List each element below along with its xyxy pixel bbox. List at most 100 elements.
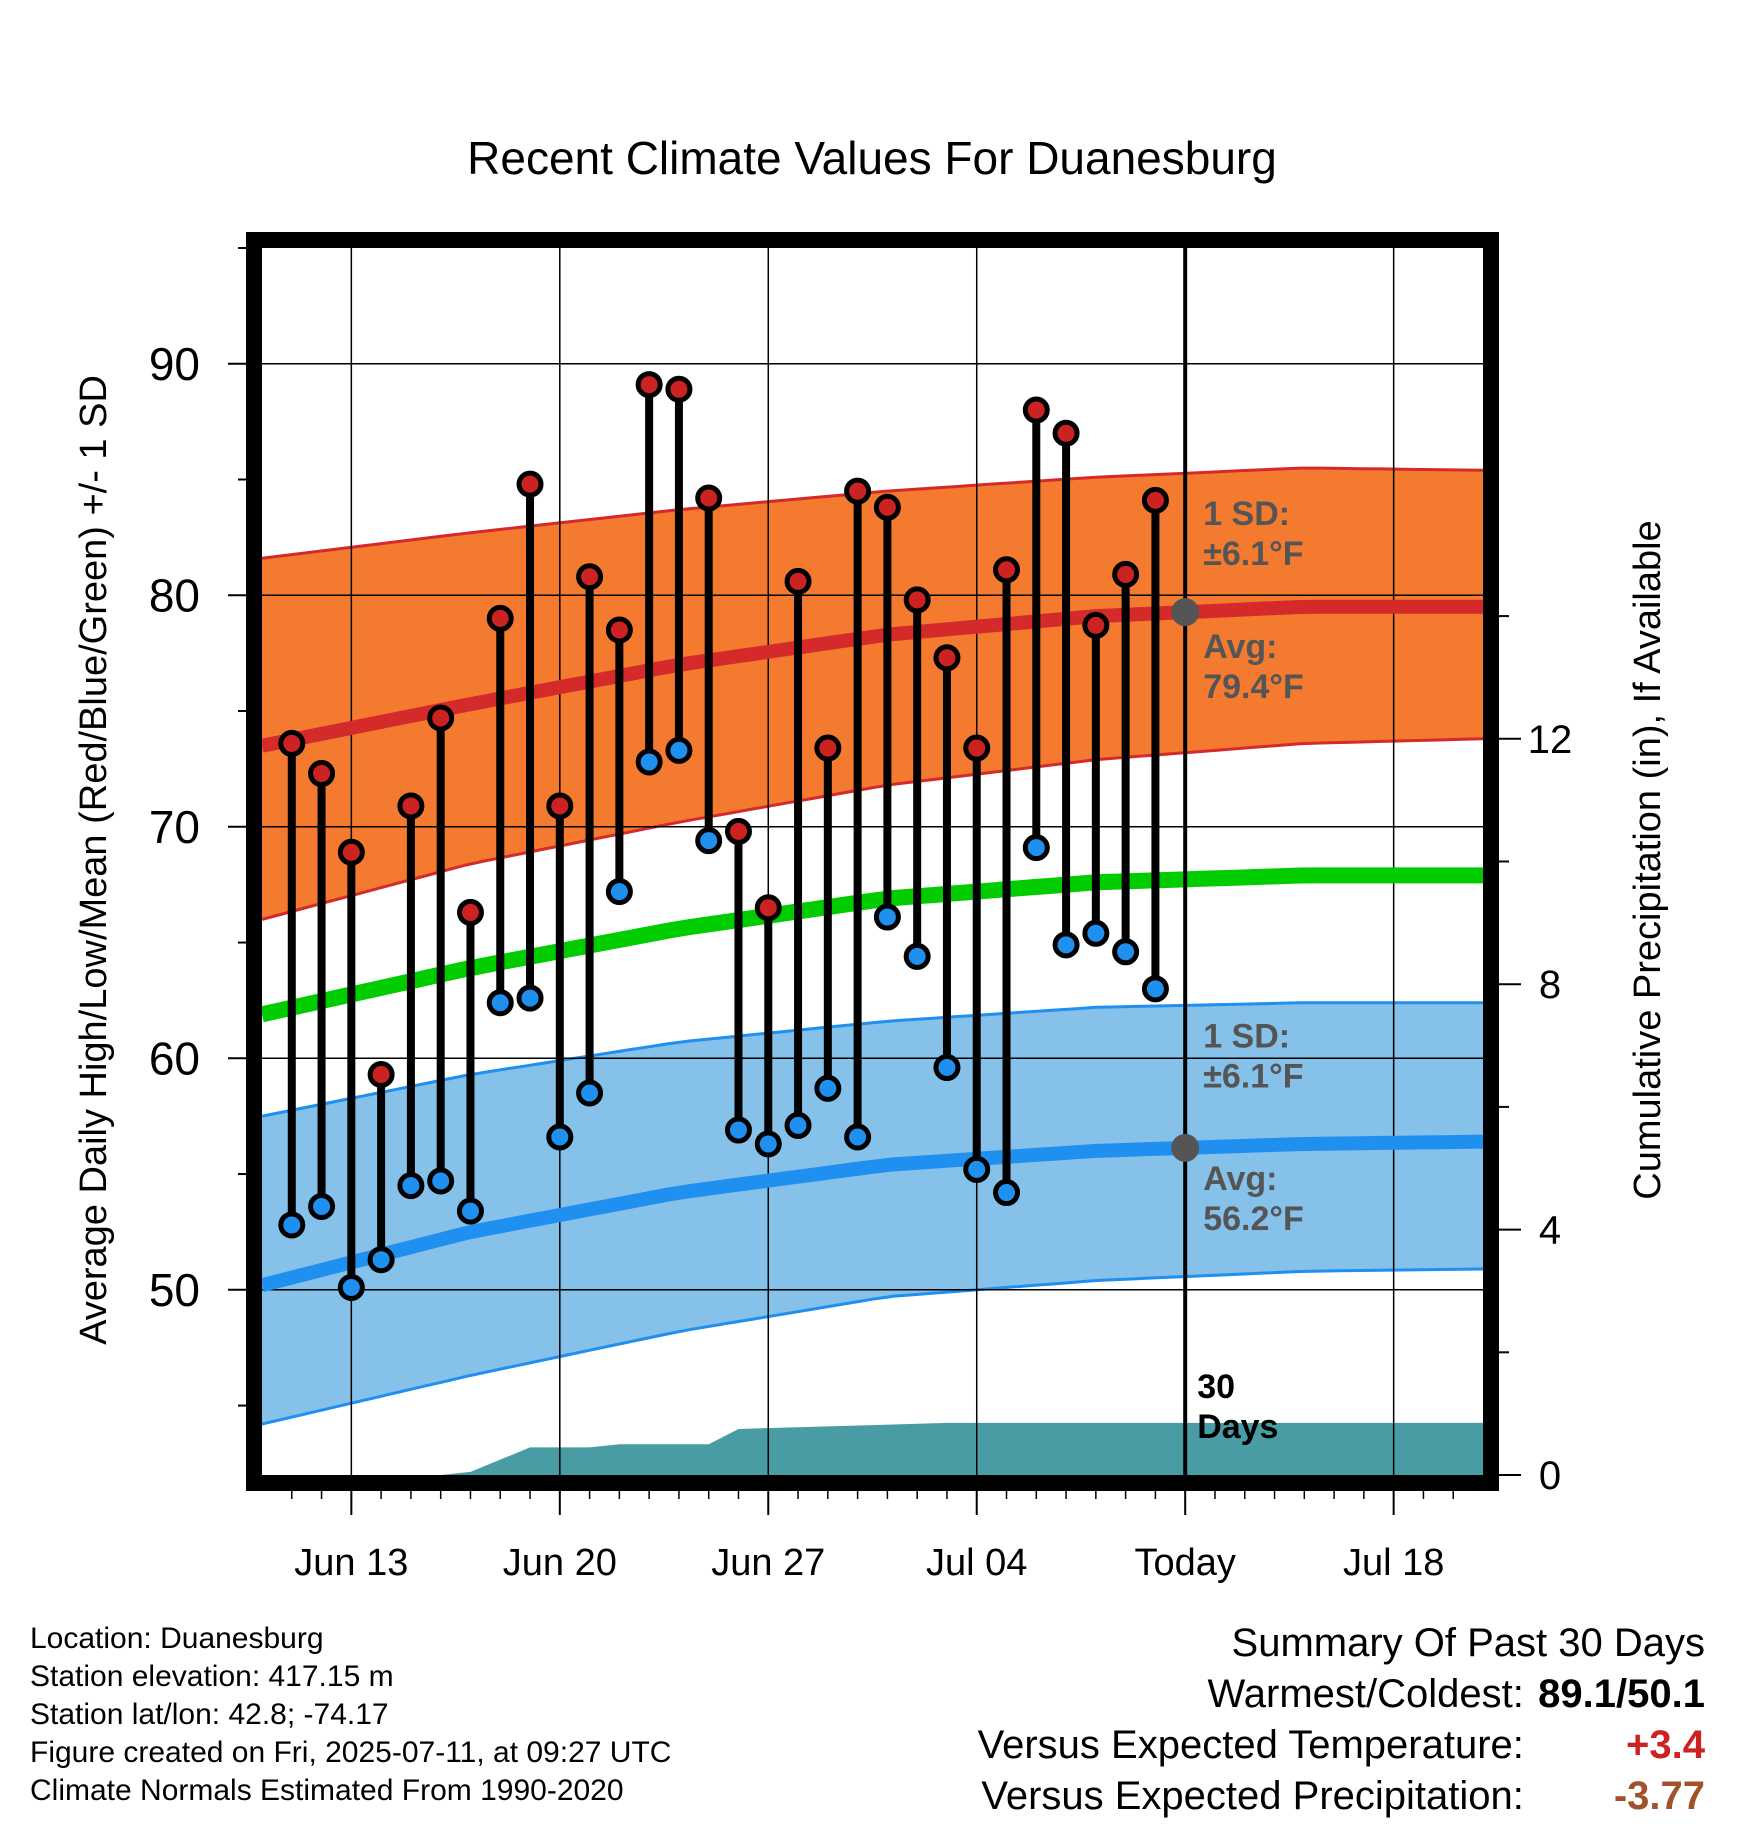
daily-high-point [665, 375, 693, 403]
y-tick-label: 60 [149, 1032, 200, 1084]
daily-low-point [546, 1123, 574, 1151]
temp-vs-expected-value: +3.4 [1626, 1723, 1705, 1767]
daily-low-point [963, 1155, 991, 1183]
x-axis-label: Day [838, 1595, 906, 1600]
low-sd-upper-line [262, 1001, 1483, 1118]
climate-chart: Recent Climate Values For Duanesburg 1 SD… [73, 132, 1669, 1600]
summary-warmest-row: Warmest/Coldest: 89.1/50.1 [978, 1669, 1706, 1720]
x-tick-label: Jun 27 [711, 1542, 825, 1584]
today-low-normal-point [1171, 1133, 1200, 1162]
daily-low-point [754, 1130, 782, 1158]
daily-high-point [308, 760, 336, 788]
daily-high-point [844, 477, 872, 505]
low-sd-value: ±6.1°F [1203, 1057, 1303, 1095]
y2-tick-label: 12 [1528, 718, 1573, 762]
daily-high-point [605, 616, 633, 644]
daily-high-point [963, 734, 991, 762]
daily-high-point [337, 838, 365, 866]
elevation-text: Station elevation: 417.15 m [30, 1660, 394, 1693]
daily-high-point [903, 586, 931, 614]
daily-high-point [397, 792, 425, 820]
low-avg-value: 56.2°F [1203, 1200, 1304, 1238]
daily-low-point [576, 1079, 604, 1107]
mean-normal-line [262, 867, 1483, 1023]
daily-high-point [278, 729, 306, 757]
daily-low-point [1022, 834, 1050, 862]
y2-axis-label: Cumulative Precipitation (in), If Availa… [1627, 520, 1669, 1199]
precip-vs-expected-value: -3.77 [1613, 1774, 1705, 1818]
today-days-label: 30 [1197, 1368, 1235, 1406]
daily-low-point [1141, 975, 1169, 1003]
warmest-label: Warmest/Coldest: [1207, 1672, 1524, 1716]
high-avg-value: 79.4°F [1203, 668, 1304, 706]
precip-area [262, 1422, 1483, 1475]
daily-low-point [993, 1179, 1021, 1207]
daily-low-point [367, 1246, 395, 1274]
daily-high-point [993, 556, 1021, 584]
daily-low-point [486, 989, 514, 1017]
y2-tick-label: 8 [1539, 963, 1561, 1007]
y-tick-label: 50 [149, 1264, 200, 1316]
daily-low-point [427, 1167, 455, 1195]
low-sd-band [262, 1002, 1483, 1425]
location-text: Location: Duanesburg [30, 1622, 324, 1655]
daily-high-point [546, 792, 574, 820]
daily-high-point [516, 470, 544, 498]
x-tick-label: Today [1134, 1542, 1235, 1584]
daily-low-point [844, 1123, 872, 1151]
high-sd-value: ±6.1°F [1203, 535, 1303, 573]
daily-low-point [695, 827, 723, 855]
daily-high-point [933, 644, 961, 672]
created-text: Figure created on Fri, 2025-07-11, at 09… [30, 1736, 672, 1769]
daily-high-point [724, 817, 752, 845]
precip-vs-expected-label: Versus Expected Precipitation: [981, 1774, 1524, 1818]
y-axis-label: Average Daily High/Low/Mean (Red/Blue/Gr… [73, 375, 115, 1345]
high-sd-upper-line [262, 466, 1483, 560]
daily-low-point [903, 942, 931, 970]
y2-tick-label: 4 [1539, 1209, 1561, 1253]
low-normal-line [262, 1134, 1483, 1292]
latlon-text: Station lat/lon: 42.8; -74.17 [30, 1698, 389, 1731]
daily-high-point [1022, 396, 1050, 424]
x-tick-label: Jun 20 [503, 1542, 617, 1584]
daily-high-point [1052, 419, 1080, 447]
y-tick-label: 80 [149, 569, 200, 621]
normals-text: Climate Normals Estimated From 1990-2020 [30, 1774, 624, 1807]
daily-low-point [456, 1197, 484, 1225]
daily-low-point [724, 1116, 752, 1144]
y-tick-label: 90 [149, 338, 200, 390]
daily-low-point [337, 1273, 365, 1301]
daily-low-point [1082, 919, 1110, 947]
daily-low-point [516, 984, 544, 1012]
daily-high-point [486, 604, 514, 632]
daily-high-point [576, 563, 604, 591]
high-sd-lower-line [262, 737, 1483, 921]
daily-high-point [784, 567, 812, 595]
daily-low-point [1052, 931, 1080, 959]
daily-low-point [784, 1111, 812, 1139]
x-tick-label: Jul 04 [926, 1542, 1027, 1584]
daily-low-point [1112, 938, 1140, 966]
daily-low-point [635, 748, 663, 776]
warmest-value: 89.1/50.1 [1538, 1672, 1705, 1716]
high-sd-label: 1 SD: [1203, 495, 1290, 533]
daily-high-point [873, 493, 901, 521]
daily-high-point [367, 1060, 395, 1088]
x-tick-label: Jul 18 [1343, 1542, 1444, 1584]
daily-low-point [873, 903, 901, 931]
daily-high-point [814, 734, 842, 762]
daily-high-point [1112, 560, 1140, 588]
daily-high-point [695, 484, 723, 512]
summary-temp-row: Versus Expected Temperature: +3.4 [978, 1720, 1705, 1771]
chart-title: Recent Climate Values For Duanesburg [467, 132, 1277, 184]
daily-high-point [1141, 486, 1169, 514]
daily-low-point [397, 1172, 425, 1200]
daily-low-point [814, 1074, 842, 1102]
high-avg-label: Avg: [1203, 628, 1277, 666]
plot-frame [246, 232, 1499, 1491]
today-high-normal-point [1171, 598, 1200, 627]
daily-low-point [308, 1192, 336, 1220]
daily-low-point [665, 736, 693, 764]
low-sd-label: 1 SD: [1203, 1017, 1290, 1055]
x-tick-label: Jun 13 [294, 1542, 408, 1584]
